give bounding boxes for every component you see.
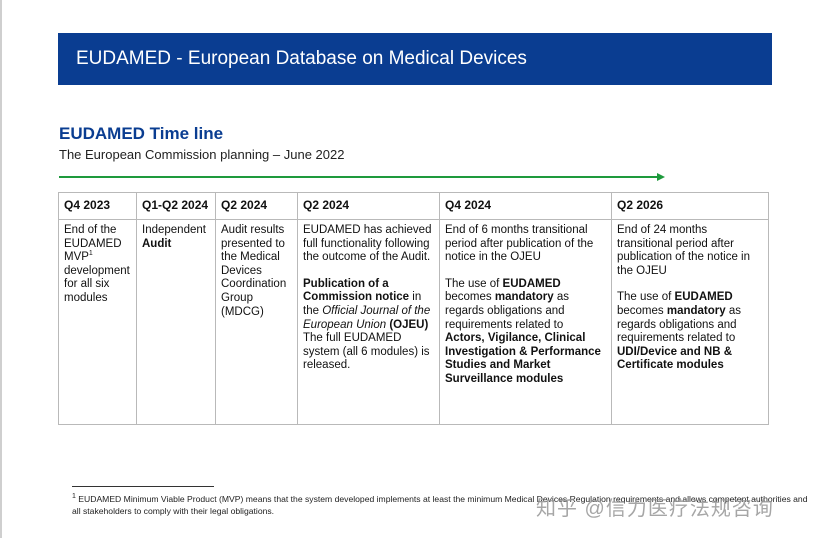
cell-q4-2023: End of the EUDAMED MVP1 development for … (58, 219, 137, 425)
column-header: Q1-Q2 2024 (136, 192, 216, 220)
section-subtitle: The European Commission planning – June … (59, 147, 345, 162)
cell-bold-text: (OJEU) (389, 318, 429, 331)
timeline-arrow-head (657, 173, 665, 181)
cell-text: End of 24 months transitional period aft… (617, 224, 750, 277)
cell-bold-text: Audit (142, 237, 172, 250)
cell-text: Independent (142, 224, 206, 236)
cell-bold-text: mandatory (666, 304, 726, 317)
column-header: Q4 2024 (439, 192, 612, 220)
page-left-border (0, 0, 2, 538)
cell-bold-text: mandatory (494, 291, 554, 304)
cell-bold-text: UDI/Device and NB & Certificate modules (617, 345, 733, 372)
timeline-body-row: End of the EUDAMED MVP1 development for … (58, 219, 769, 425)
cell-text: becomes (445, 291, 495, 304)
header-banner: EUDAMED - European Database on Medical D… (58, 33, 772, 85)
column-header: Q2 2024 (297, 192, 440, 220)
cell-bold-text: EUDAMED (674, 291, 733, 304)
cell-text: development for all six modules (64, 264, 130, 304)
timeline-table: Q4 2023 Q1-Q2 2024 Q2 2024 Q2 2024 Q4 20… (58, 192, 769, 425)
cell-text: Audit results presented to the Medical D… (221, 224, 287, 318)
cell-bold-text: Publication of a Commission notice (303, 277, 410, 304)
cell-q2-2026: End of 24 months transitional period aft… (611, 219, 769, 425)
column-header: Q4 2023 (58, 192, 137, 220)
cell-q4-2024: End of 6 months transitional period afte… (439, 219, 612, 425)
cell-q2-2024-release: EUDAMED has achieved full functionality … (297, 219, 440, 425)
watermark: 知乎 @信力医疗法规咨询 (536, 498, 774, 520)
cell-q2-2024-audit: Audit results presented to the Medical D… (215, 219, 298, 425)
footnote-divider (72, 486, 214, 487)
cell-bold-text: Actors, Vigilance, Clinical Investigatio… (445, 332, 601, 385)
footnote: 1 EUDAMED Minimum Viable Product (MVP) m… (72, 493, 812, 517)
column-header: Q2 2026 (611, 192, 769, 220)
cell-q1-q2-2024: Independent Audit (136, 219, 216, 425)
cell-text: The use of (617, 291, 675, 304)
footnote-mark: 1 (72, 493, 76, 501)
column-header: Q2 2024 (215, 192, 298, 220)
cell-text: in the (303, 291, 422, 317)
timeline-header-row: Q4 2023 Q1-Q2 2024 Q2 2024 Q2 2024 Q4 20… (58, 192, 769, 220)
cell-text: as regards obligations and requirements … (617, 304, 741, 345)
footnote-text: EUDAMED Minimum Viable Product (MVP) mea… (72, 494, 808, 516)
timeline-arrow (59, 173, 665, 181)
header-title: EUDAMED - European Database on Medical D… (76, 48, 527, 69)
cell-text: becomes (617, 304, 667, 317)
section-title: EUDAMED Time line (59, 124, 224, 143)
footnote-ref: 1 (88, 250, 93, 258)
cell-text: The use of (445, 277, 503, 290)
cell-text: End of 6 months transitional period afte… (445, 224, 594, 264)
cell-text: The full EUDAMED system (all 6 modules) … (303, 332, 430, 372)
cell-text: End of the EUDAMED MVP (64, 224, 122, 264)
cell-text: EUDAMED has achieved full functionality … (303, 224, 432, 264)
cell-text: as regards obligations and requirements … (445, 291, 569, 331)
cell-italic-text: Official Journal of the European Union (303, 304, 431, 331)
cell-bold-text: EUDAMED (502, 277, 561, 290)
